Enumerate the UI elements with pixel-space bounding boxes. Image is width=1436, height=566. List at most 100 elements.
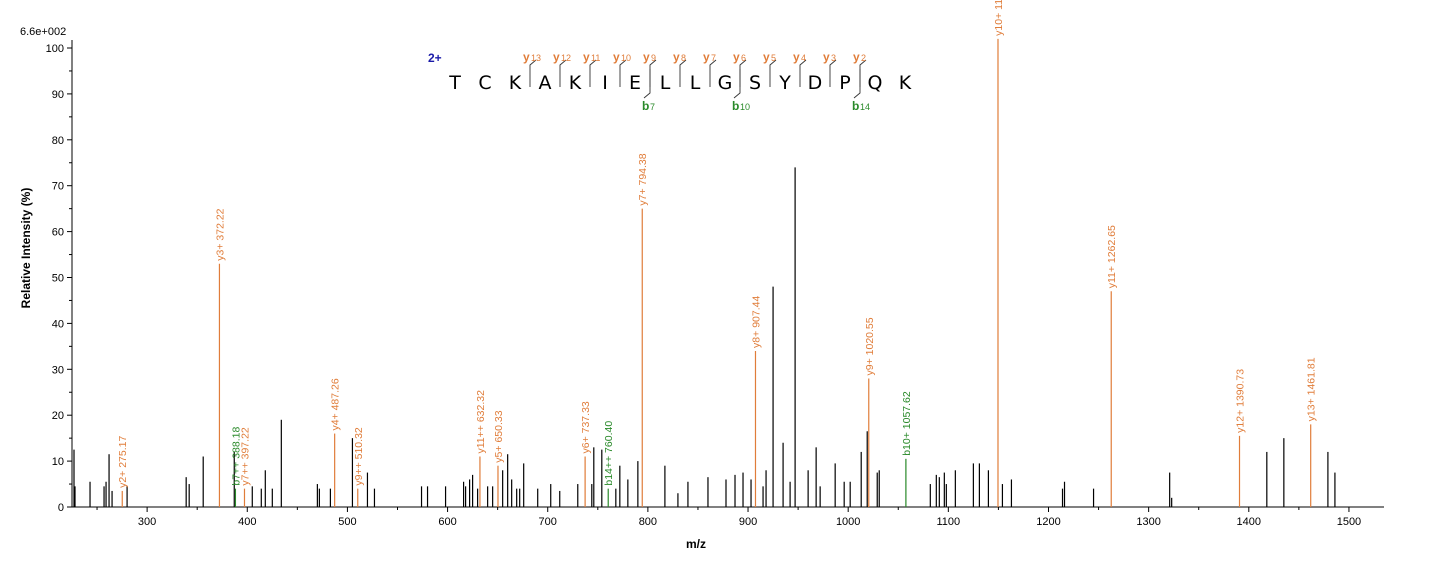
- residue: C: [478, 72, 491, 94]
- residue: S: [749, 72, 761, 94]
- b-ion-cleavage-mark: [853, 69, 861, 99]
- y-tick-label: 30: [52, 364, 64, 376]
- y-ion-index: 12: [561, 53, 571, 63]
- y-ion-cleavage-mark: [739, 59, 747, 87]
- y-ion-label: y: [613, 50, 620, 64]
- y-ion-label: y: [763, 50, 770, 64]
- y-tick-label: 50: [52, 273, 64, 285]
- b-ion-label: b: [642, 99, 649, 113]
- y-ion-index: 10: [621, 53, 631, 63]
- y-ion-label: y: [823, 50, 830, 64]
- y-ion-cleavage-mark: [589, 59, 597, 87]
- peak-label: y8+ 907.44: [750, 296, 762, 348]
- y-ion-cleavage-mark: [769, 59, 777, 87]
- axes-layer: 0 10 20 30 40 50 60 70 80 90 100 300 400 500 600 700 800…: [46, 40, 1384, 528]
- x-tick-label: 1300: [1136, 516, 1160, 528]
- residue: Y: [778, 72, 791, 94]
- b-ion-label: b: [732, 99, 739, 113]
- y-ion-label: y: [703, 50, 710, 64]
- b-ion-cleavage-mark: [733, 69, 741, 99]
- x-tick-label: 600: [438, 516, 456, 528]
- x-tick-label: 800: [639, 516, 657, 528]
- x-tick-label: 900: [739, 516, 757, 528]
- residue: Q: [868, 72, 883, 94]
- y-ion-label: y: [733, 50, 740, 64]
- y-ion-cleavage-mark: [709, 59, 717, 87]
- x-tick-label: 700: [539, 516, 557, 528]
- residue: D: [808, 72, 823, 94]
- residue: I: [602, 72, 608, 94]
- x-tick-label: 1400: [1237, 516, 1261, 528]
- peak-label: y13+ 1461.81: [1306, 357, 1318, 421]
- peak-label: y11+ 1262.65: [1106, 225, 1118, 288]
- peak-label: y12+ 1390.73: [1235, 369, 1247, 433]
- residue: E: [629, 72, 641, 94]
- charge-state-label: 2+: [428, 51, 442, 65]
- peak-label: y9++ 510.32: [353, 427, 365, 486]
- y-ion-index: 8: [681, 53, 686, 63]
- y-tick-label: 10: [52, 456, 64, 468]
- y-ion-label: y: [643, 50, 650, 64]
- peak-label: y11++ 632.32: [475, 390, 487, 454]
- y-ion-cleavage-mark: [559, 59, 567, 87]
- peak-label: y2+ 275.17: [117, 436, 129, 488]
- y-axis-title: Relative Intensity (%): [19, 188, 33, 309]
- peak-label: y4+ 487.26: [330, 378, 342, 430]
- max-intensity-label: 6.6e+002: [20, 26, 66, 38]
- x-tick-label: 1100: [937, 516, 961, 528]
- y-ion-label: y: [853, 50, 860, 64]
- y-ion-index: 2: [861, 53, 866, 63]
- peak-label: b14++ 760.40: [603, 421, 615, 486]
- residue: P: [839, 72, 850, 94]
- peak-label: y5+ 650.33: [493, 410, 505, 462]
- b-ion-index: 7: [650, 102, 655, 112]
- peak-label: b7++ 388.18: [230, 427, 242, 486]
- x-tick-label: 1000: [836, 516, 860, 528]
- residue: K: [509, 72, 522, 94]
- x-tick-label: 400: [238, 516, 256, 528]
- residue: K: [899, 72, 912, 94]
- y-ion-label: y: [793, 50, 800, 64]
- peaks-layer: [73, 38, 1336, 507]
- y-ion-cleavage-mark: [679, 59, 687, 87]
- y-ion-index: 3: [831, 53, 836, 63]
- y-ion-label: y: [673, 50, 680, 64]
- y-tick-label: 0: [58, 502, 64, 514]
- y-tick-label: 100: [46, 43, 64, 55]
- y-ion-index: 5: [771, 53, 776, 63]
- peak-label: b10+ 1057.62: [901, 391, 913, 456]
- y-tick-label: 60: [52, 227, 64, 239]
- peak-label: y10+ 1149.58: [993, 0, 1005, 36]
- y-ion-label: y: [583, 50, 590, 64]
- peak-label: y7++ 397.22: [239, 427, 251, 486]
- y-tick-label: 90: [52, 89, 64, 101]
- y-ion-index: 9: [651, 53, 656, 63]
- x-tick-label: 1200: [1036, 516, 1060, 528]
- x-axis-title: m/z: [686, 537, 706, 551]
- y-ion-index: 11: [591, 53, 600, 63]
- b-ion-index: 14: [860, 102, 870, 112]
- y-ion-cleavage-mark: [859, 59, 867, 87]
- y-ion-cleavage-mark: [649, 59, 657, 87]
- y-ion-cleavage-mark: [799, 59, 807, 87]
- residue: A: [539, 72, 552, 94]
- y-tick-label: 70: [52, 181, 64, 193]
- residue: T: [448, 72, 461, 94]
- peak-label: y9+ 1020.55: [864, 317, 876, 375]
- y-ion-cleavage-mark: [529, 59, 537, 87]
- y-ion-cleavage-mark: [619, 59, 627, 87]
- y-ion-index: 13: [531, 53, 541, 63]
- residue: L: [690, 72, 701, 94]
- b-ion-cleavage-mark: [643, 69, 651, 99]
- sequence-annotation: 2+T C K A K I E L L G S Y D P Q Ky 13 y 12 y 11 y 10 y 9 y 8 y 7 y 6 y 5…: [428, 50, 912, 113]
- y-tick-label: 20: [52, 410, 64, 422]
- y-tick-label: 40: [52, 318, 64, 330]
- b-ion-label: b: [852, 99, 859, 113]
- peak-label: y6+ 737.33: [580, 401, 592, 453]
- x-tick-label: 300: [138, 516, 156, 528]
- residue: G: [718, 72, 733, 94]
- residue: K: [569, 72, 582, 94]
- y-ion-label: y: [523, 50, 530, 64]
- y-ion-index: 6: [741, 53, 746, 63]
